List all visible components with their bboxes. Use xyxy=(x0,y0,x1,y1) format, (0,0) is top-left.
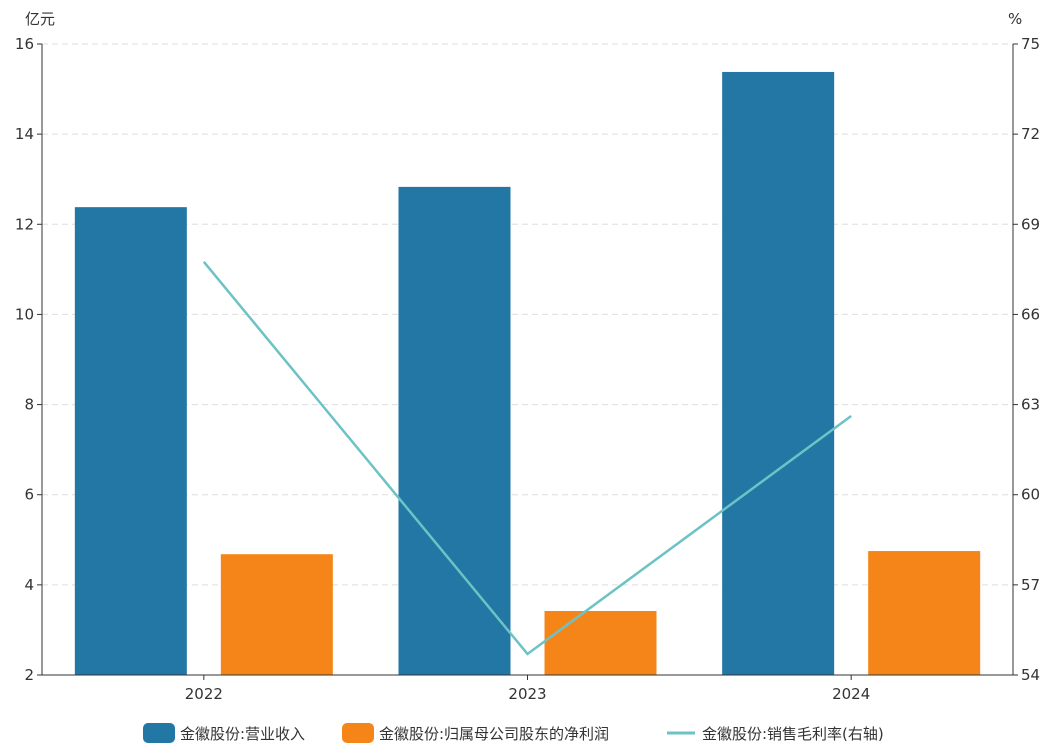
bar-net-profit-2023 xyxy=(544,610,657,675)
line-series xyxy=(202,261,852,656)
legend-item: 金徽股份:营业收入 xyxy=(143,723,305,743)
left-tick-label: 10 xyxy=(15,305,34,323)
left-tick-label: 2 xyxy=(24,666,34,684)
right-tick-label: 66 xyxy=(1021,305,1040,323)
left-tick-label: 6 xyxy=(24,486,34,504)
right-tick-label: 63 xyxy=(1021,396,1040,414)
legend-label: 金徽股份:营业收入 xyxy=(180,725,305,743)
right-tick-label: 57 xyxy=(1021,576,1040,594)
right-axis-unit: % xyxy=(1008,10,1022,28)
legend: 金徽股份:营业收入 金徽股份:归属母公司股东的净利润 金徽股份:销售毛利率(右轴) xyxy=(143,723,884,743)
legend-item: 金徽股份:销售毛利率(右轴) xyxy=(667,725,884,743)
right-tick-label: 69 xyxy=(1021,215,1040,233)
x-tick-label: 2023 xyxy=(508,685,546,703)
left-tick-label: 4 xyxy=(24,576,34,594)
left-tick-label: 14 xyxy=(15,125,34,143)
right-tick-label: 60 xyxy=(1021,486,1040,504)
left-tick-label: 16 xyxy=(15,35,34,53)
legend-swatch xyxy=(342,723,374,743)
legend-swatch xyxy=(143,723,175,743)
bars xyxy=(74,71,981,676)
legend-item: 金徽股份:归属母公司股东的净利润 xyxy=(342,723,609,743)
legend-label: 金徽股份:归属母公司股东的净利润 xyxy=(379,725,609,743)
bar-revenue-2023 xyxy=(398,186,511,675)
x-tick-label: 2022 xyxy=(185,685,223,703)
bar-net-profit-2024 xyxy=(868,551,981,675)
bar-net-profit-2022 xyxy=(220,554,333,675)
legend-label: 金徽股份:销售毛利率(右轴) xyxy=(702,725,884,743)
left-tick-label: 12 xyxy=(15,215,34,233)
gridlines xyxy=(42,43,1013,586)
left-tick-label: 8 xyxy=(24,396,34,414)
right-tick-label: 75 xyxy=(1021,35,1040,53)
x-tick-label: 2024 xyxy=(832,685,870,703)
right-tick-label: 72 xyxy=(1021,125,1040,143)
axes: 2 4 6 8 10 12 14 16 54 57 60 63 66 69 72 75 2022 2023 2024 xyxy=(15,35,1040,703)
right-tick-label: 54 xyxy=(1021,666,1040,684)
bar-revenue-2024 xyxy=(722,71,835,676)
left-axis-unit: 亿元 xyxy=(25,10,55,28)
bar-revenue-2022 xyxy=(74,207,187,675)
